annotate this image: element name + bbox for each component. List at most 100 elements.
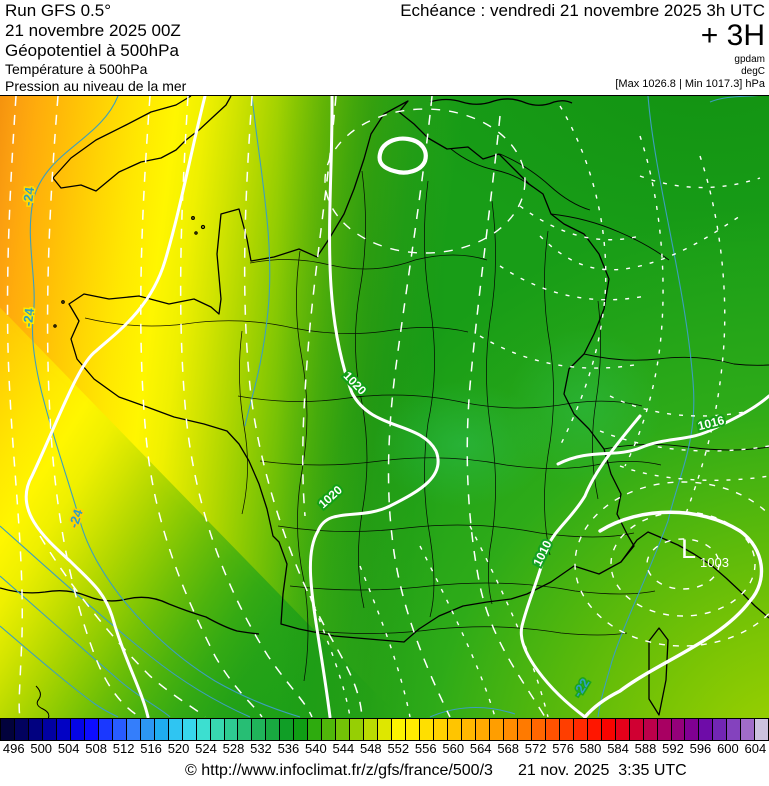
colorbar-label: 508 (85, 741, 107, 756)
colorbar-label: 552 (387, 741, 410, 756)
colorbar-label: 528 (222, 741, 245, 756)
colorbar-label: 536 (277, 741, 300, 756)
department-borders (84, 170, 662, 682)
colorbar-cell (181, 718, 197, 741)
forecast-validity: Echéance : vendredi 21 novembre 2025 3h … (400, 1, 765, 20)
island (61, 300, 65, 304)
spain-coastline (0, 587, 260, 635)
colorbar-cell (642, 718, 658, 741)
colorbar-cell (97, 718, 113, 741)
colorbar-cell (530, 718, 546, 741)
colorbar-cell (447, 718, 462, 741)
low-pressure-value: 1003 (700, 555, 729, 570)
colorbar-label: 564 (469, 741, 492, 756)
colorbar-cell (153, 718, 169, 741)
isobar-west (24, 96, 207, 718)
isobar-ring (377, 136, 428, 175)
colorbar-label: 560 (442, 741, 465, 756)
country-borders (450, 148, 769, 451)
isobar-label: 1020 (316, 483, 345, 511)
colorbar-cell (670, 718, 686, 741)
colorbar-cell (628, 718, 644, 741)
isobar-low-loop (583, 510, 764, 718)
colorbar-cell (13, 718, 29, 741)
colorbar-cell (55, 718, 71, 741)
coastline-layer (0, 96, 769, 718)
colorbar-cell (111, 718, 127, 741)
colorbar-cell (125, 718, 141, 741)
colorbar-cell (321, 718, 337, 741)
channel-island (200, 224, 206, 230)
colorbar-label: 592 (662, 741, 684, 756)
colorbar-cell (139, 718, 155, 741)
island (53, 324, 57, 328)
colorbar-cell (0, 718, 15, 741)
colorbar-cell (656, 718, 672, 741)
colorbar-label: 580 (579, 741, 602, 756)
dashed-texture (309, 105, 769, 718)
colorbar-label: 500 (30, 741, 53, 756)
colorbar-label: 532 (250, 741, 272, 756)
header-right: Echéance : vendredi 21 novembre 2025 3h … (400, 1, 765, 92)
colorbar-label: 556 (414, 741, 437, 756)
colorbar-label: 512 (112, 741, 135, 756)
colorbar-cell (363, 718, 379, 741)
colorbar-cell (223, 718, 239, 741)
header-left: Run GFS 0.5° 21 novembre 2025 00Z Géopot… (5, 1, 186, 94)
isobar-label: 1016 (696, 413, 726, 433)
colorbar-cell (684, 718, 700, 741)
colorbar-label: 544 (332, 741, 355, 756)
dashed-contours (6, 96, 546, 718)
temperature-label: -22 (570, 676, 593, 700)
colorbar-label: 548 (359, 741, 382, 756)
colorbar-cell (726, 718, 742, 741)
colorbar-cell (614, 718, 630, 741)
param-geopotential: Géopotentiel à 500hPa (5, 41, 179, 61)
isobar-1020 (308, 96, 440, 718)
colorbar-cell (460, 718, 476, 741)
pressure-contours (24, 96, 769, 718)
isobar-1016 (556, 394, 769, 466)
benelux-coastline (429, 98, 573, 106)
colorbar-cell (433, 718, 448, 741)
corsica-coastline (648, 627, 669, 716)
colorbar-cell (544, 718, 560, 741)
colorbar-cell (209, 718, 225, 741)
colorbar-cell (712, 718, 728, 741)
run-date: 21 novembre 2025 00Z (5, 21, 181, 41)
colorbar-label: 576 (552, 741, 574, 756)
unit-temperature: degC (741, 66, 765, 78)
param-temperature: Température à 500hPa (5, 61, 148, 78)
low-pressure-letter: L (681, 534, 696, 564)
channel-island (191, 216, 195, 220)
colorbar-cell (237, 718, 253, 741)
colorbar-label: 516 (140, 741, 162, 756)
generation-datetime: 21 nov. 2025 3:35 UTC (518, 762, 687, 779)
colorbar-cell (558, 718, 574, 741)
colorbar-cell (419, 718, 435, 741)
colorbar-cell (251, 718, 267, 741)
colorbar-label: 584 (607, 741, 629, 756)
colorbar-label: 496 (2, 741, 25, 756)
colorbar-cell (586, 718, 602, 741)
pressure-minmax: [Max 1026.8 | Min 1017.3] hPa (615, 78, 765, 91)
footer: © http://www.infoclimat.fr/z/gfs/france/… (0, 757, 769, 786)
france-coastline (68, 100, 635, 643)
temperature-label: -24 (66, 507, 86, 530)
colorbar-cell (405, 718, 421, 741)
italy-coastline (620, 531, 769, 619)
colorbar-cells (0, 718, 769, 741)
colorbar-cell (335, 718, 351, 741)
colorbar-cell (69, 718, 85, 741)
colorbar-cell (265, 718, 281, 741)
colorbar-cell (167, 718, 183, 741)
colorbar-cell (27, 718, 43, 741)
colorbar-cell (740, 718, 756, 741)
spain-detail (35, 685, 50, 718)
colorbar-label: 540 (305, 741, 327, 756)
temperature-label: -24 (20, 307, 37, 328)
model-run: Run GFS 0.5° (5, 1, 112, 20)
colorbar-cell (83, 718, 99, 741)
colorbar-cell (698, 718, 714, 741)
